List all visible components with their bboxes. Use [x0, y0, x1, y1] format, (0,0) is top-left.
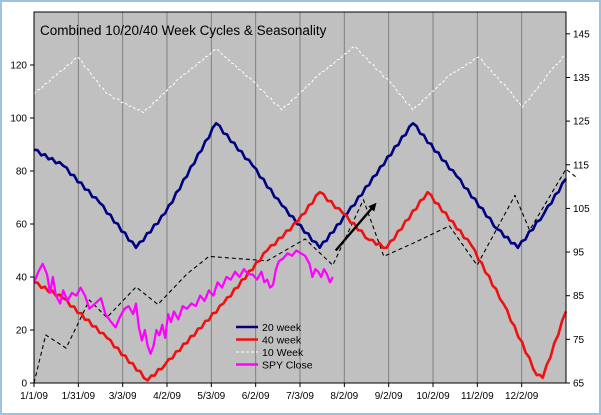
x-tick-label: 6/2/09 [242, 391, 270, 402]
left-y-tick-label: 100 [10, 114, 27, 125]
right-y-axis-ticks: 65 75 85 95 105 115 125 135 145 [566, 29, 590, 390]
right-y-tick-label: 85 [573, 291, 585, 302]
legend-label: 10 Week [262, 347, 304, 359]
left-y-tick-label: 120 [10, 61, 27, 72]
x-tick-label: 1/1/09 [20, 391, 48, 402]
left-y-tick-label: 40 [16, 273, 28, 284]
right-y-tick-label: 75 [573, 335, 585, 346]
x-tick-label: 8/2/09 [330, 391, 358, 402]
chart-title: Combined 10/20/40 Week Cycles & Seasonal… [40, 23, 327, 38]
x-axis-ticks: 1/1/09 1/31/09 3/3/09 4/2/09 5/3/09 6/2/09 7/3… [20, 383, 539, 402]
x-tick-label: 11/2/09 [461, 391, 494, 402]
left-y-tick-label: 80 [16, 167, 28, 178]
annotation-layer [334, 202, 377, 252]
left-y-tick-label: 20 [16, 326, 28, 337]
series-seasonality [34, 168, 578, 383]
x-tick-label: 10/2/09 [416, 391, 450, 402]
series-20-week [34, 122, 567, 250]
right-y-tick-label: 125 [573, 117, 590, 128]
right-y-tick-label: 65 [573, 379, 585, 390]
trend-arrow-head [368, 202, 377, 212]
legend-label: 40 week [262, 335, 302, 347]
x-tick-label: 4/2/09 [153, 391, 181, 402]
trend-arrow-shaft [334, 207, 373, 252]
right-y-tick-label: 95 [573, 248, 585, 259]
legend-label: SPY Close [262, 360, 313, 372]
right-y-tick-label: 115 [573, 160, 589, 171]
x-tick-label: 9/2/09 [375, 391, 403, 402]
right-y-tick-label: 105 [573, 204, 590, 215]
series-spy-close [34, 249, 334, 355]
right-y-tick-label: 135 [573, 73, 590, 84]
series-10-week [34, 45, 567, 114]
series-layer [34, 45, 578, 383]
left-y-tick-label: 0 [21, 379, 27, 390]
series-40-week [34, 190, 568, 382]
x-tick-label: 5/3/09 [197, 391, 225, 402]
x-tick-label: 1/31/09 [62, 391, 96, 402]
x-tick-label: 12/2/09 [505, 391, 539, 402]
left-y-tick-label: 60 [16, 220, 28, 231]
x-tick-label: 7/3/09 [286, 391, 314, 402]
left-y-axis-ticks: 0 20 40 60 80 100 120 [10, 61, 34, 390]
x-tick-label: 3/3/09 [109, 391, 137, 402]
legend-label: 20 week [262, 322, 302, 334]
right-y-tick-label: 145 [573, 29, 590, 40]
